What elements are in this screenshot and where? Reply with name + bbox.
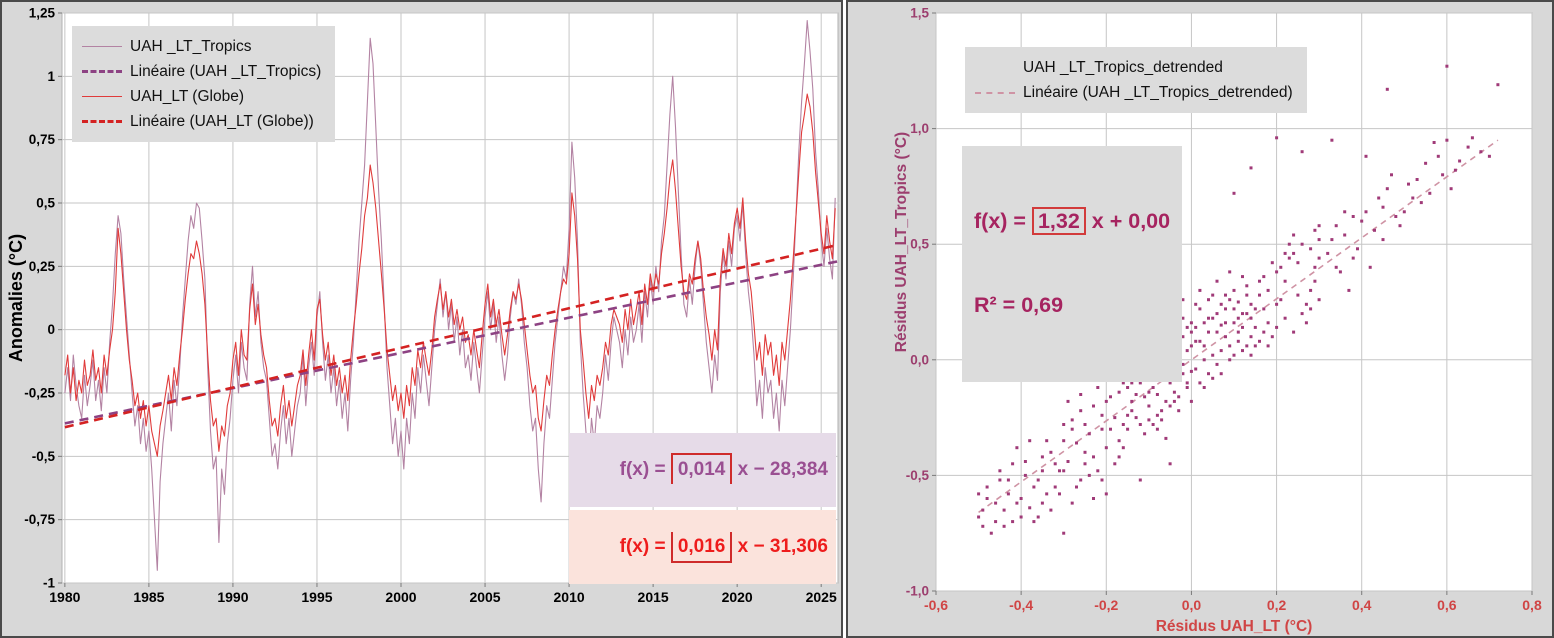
- detrended-trend-swatch-icon: [975, 91, 1015, 94]
- globe-trend-equation: f(x) = 0,016 x − 31,306: [569, 510, 836, 584]
- svg-text:1,5: 1,5: [910, 6, 929, 21]
- svg-text:1,25: 1,25: [29, 6, 56, 21]
- svg-text:0,2: 0,2: [1267, 597, 1287, 613]
- equation-prefix: f(x) =: [619, 459, 671, 480]
- left-equation-labels: f(x) = 0,014 x − 28,384 f(x) = 0,016 x −…: [569, 433, 836, 584]
- equation-suffix: x − 31,306: [732, 536, 828, 557]
- left-chart-panel[interactable]: -1 -0,75 -0,5 -0,25 0 0,25 0,5 0,75 1 1,25 1980 198…: [0, 0, 843, 638]
- svg-text:-1: -1: [43, 576, 55, 591]
- svg-text:1,0: 1,0: [910, 121, 929, 136]
- legend-label: Linéaire (UAH _LT_Tropics): [130, 62, 322, 80]
- right-legend: UAH _LT_Tropics_detrended Linéaire (UAH …: [965, 47, 1307, 113]
- legend-label: UAH _LT_Tropics_detrended: [1023, 58, 1223, 76]
- equation-slope-boxed: 1,32: [1031, 206, 1086, 235]
- fit-equation-line: f(x) = 1,32 x + 0,00: [974, 206, 1171, 236]
- legend-item-detrended-trend: Linéaire (UAH _LT_Tropics_detrended): [975, 80, 1293, 105]
- svg-text:1990: 1990: [217, 589, 248, 605]
- legend-item-globe-trend: Linéaire (UAH_LT (Globe)): [82, 109, 321, 134]
- svg-text:Anomalies (°C): Anomalies (°C): [6, 234, 26, 362]
- svg-text:0,8: 0,8: [1522, 597, 1542, 613]
- svg-text:1995: 1995: [301, 589, 332, 605]
- svg-text:0,25: 0,25: [29, 259, 56, 274]
- svg-text:2010: 2010: [554, 589, 585, 605]
- legend-item-tropics-trend: Linéaire (UAH _LT_Tropics): [82, 59, 321, 84]
- legend-label: UAH _LT_Tropics: [130, 37, 252, 55]
- svg-text:0: 0: [47, 322, 55, 337]
- left-legend: UAH _LT_Tropics Linéaire (UAH _LT_Tropic…: [72, 26, 336, 142]
- equation-prefix: f(x) =: [974, 208, 1032, 233]
- svg-text:0,4: 0,4: [1352, 597, 1372, 613]
- svg-text:0,5: 0,5: [36, 196, 55, 211]
- svg-text:0,0: 0,0: [1182, 597, 1202, 613]
- svg-text:-0,5: -0,5: [906, 468, 930, 483]
- svg-text:-0,5: -0,5: [32, 449, 56, 464]
- svg-text:2015: 2015: [638, 589, 669, 605]
- svg-text:0,0: 0,0: [910, 352, 929, 367]
- legend-item-detrended: UAH _LT_Tropics_detrended: [975, 55, 1293, 80]
- equation-slope-boxed: 0,016: [670, 532, 733, 563]
- svg-text:0,5: 0,5: [910, 237, 929, 252]
- right-equation-label: f(x) = 1,32 x + 0,00 R² = 0,69: [962, 146, 1183, 382]
- globe-trend-swatch-icon: [82, 120, 122, 123]
- globe-line-swatch-icon: [82, 96, 122, 97]
- svg-text:-1,0: -1,0: [906, 584, 929, 599]
- svg-text:-0,6: -0,6: [924, 597, 948, 613]
- legend-item-globe: UAH_LT (Globe): [82, 84, 321, 109]
- svg-text:1: 1: [47, 69, 55, 84]
- svg-text:0,75: 0,75: [29, 132, 56, 147]
- tropics-line-swatch-icon: [82, 46, 122, 47]
- svg-text:-0,4: -0,4: [1009, 597, 1033, 613]
- svg-text:2020: 2020: [722, 589, 753, 605]
- svg-text:-0,25: -0,25: [24, 386, 55, 401]
- equation-prefix: f(x) =: [619, 536, 671, 557]
- svg-text:-0,2: -0,2: [1094, 597, 1118, 613]
- svg-text:2005: 2005: [469, 589, 500, 605]
- svg-text:-0,75: -0,75: [24, 512, 55, 527]
- legend-label: UAH_LT (Globe): [130, 87, 244, 105]
- equation-slope-boxed: 0,014: [670, 453, 733, 484]
- legend-label: Linéaire (UAH_LT (Globe)): [130, 112, 314, 130]
- right-chart-panel[interactable]: -1,0 -0,5 0,0 0,5 1,0 1,5 -0,6 -0,4 -0,2 0,0 0,2 0,…: [846, 0, 1554, 638]
- svg-text:1980: 1980: [49, 589, 80, 605]
- legend-label: Linéaire (UAH _LT_Tropics_detrended): [1023, 83, 1293, 101]
- legend-item-tropics: UAH _LT_Tropics: [82, 34, 321, 59]
- svg-text:0,6: 0,6: [1437, 597, 1457, 613]
- svg-text:2025: 2025: [806, 589, 837, 605]
- svg-text:1985: 1985: [133, 589, 164, 605]
- tropics-trend-equation: f(x) = 0,014 x − 28,384: [569, 433, 836, 507]
- svg-text:2000: 2000: [385, 589, 416, 605]
- tropics-trend-swatch-icon: [82, 70, 122, 73]
- equation-suffix: x − 28,384: [732, 459, 828, 480]
- svg-text:Résidus UAH_LT_Tropics (°C): Résidus UAH_LT_Tropics (°C): [893, 132, 910, 352]
- r-squared-line: R² = 0,69: [974, 292, 1064, 317]
- svg-text:Résidus UAH_LT (°C): Résidus UAH_LT (°C): [1156, 618, 1313, 635]
- equation-suffix: x + 0,00: [1085, 208, 1171, 233]
